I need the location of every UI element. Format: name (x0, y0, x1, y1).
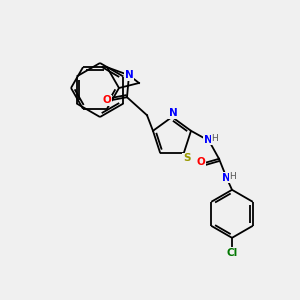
Text: Cl: Cl (226, 248, 238, 258)
Text: N: N (222, 173, 230, 183)
Text: H: H (229, 172, 236, 181)
Text: O: O (103, 95, 111, 105)
Text: H: H (211, 134, 218, 143)
Text: S: S (183, 153, 190, 163)
Text: O: O (196, 157, 206, 167)
Text: N: N (124, 70, 134, 80)
Text: N: N (204, 135, 212, 145)
Text: N: N (169, 108, 177, 118)
